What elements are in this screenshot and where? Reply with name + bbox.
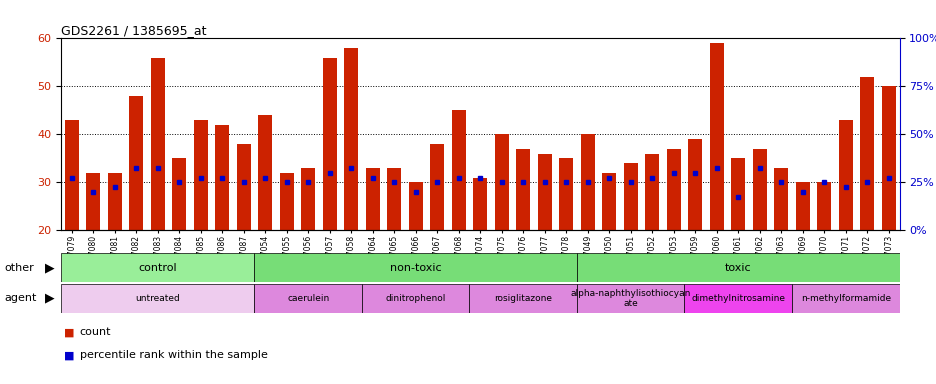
- Bar: [838, 120, 852, 230]
- Text: untreated: untreated: [135, 294, 180, 303]
- Bar: [408, 182, 422, 230]
- Text: dimethylnitrosamine: dimethylnitrosamine: [691, 294, 784, 303]
- Bar: [580, 134, 594, 230]
- Bar: [129, 96, 143, 230]
- Bar: [623, 163, 637, 230]
- Bar: [151, 58, 165, 230]
- Bar: [559, 158, 573, 230]
- Bar: [684, 284, 791, 313]
- Text: ▶: ▶: [45, 261, 54, 274]
- Text: agent: agent: [5, 293, 37, 303]
- Text: caerulein: caerulein: [286, 294, 329, 303]
- Bar: [494, 134, 508, 230]
- Text: dinitrophenol: dinitrophenol: [385, 294, 446, 303]
- Text: GDS2261 / 1385695_at: GDS2261 / 1385695_at: [61, 24, 206, 37]
- Bar: [881, 86, 895, 230]
- Text: percentile rank within the sample: percentile rank within the sample: [80, 350, 268, 360]
- Bar: [65, 120, 79, 230]
- Bar: [172, 158, 186, 230]
- Bar: [61, 253, 255, 282]
- Text: toxic: toxic: [724, 263, 751, 273]
- Text: other: other: [5, 263, 35, 273]
- Bar: [451, 111, 465, 230]
- Bar: [577, 253, 899, 282]
- Text: ■: ■: [64, 327, 74, 337]
- Bar: [365, 168, 379, 230]
- Bar: [361, 284, 469, 313]
- Bar: [237, 144, 251, 230]
- Bar: [108, 173, 122, 230]
- Bar: [215, 125, 229, 230]
- Bar: [61, 284, 255, 313]
- Bar: [645, 154, 659, 230]
- Bar: [194, 120, 208, 230]
- Text: non-toxic: non-toxic: [389, 263, 441, 273]
- Bar: [859, 77, 873, 230]
- Bar: [537, 154, 551, 230]
- Text: alpha-naphthylisothiocyan
ate: alpha-naphthylisothiocyan ate: [570, 289, 690, 308]
- Bar: [86, 173, 100, 230]
- Text: control: control: [139, 263, 177, 273]
- Bar: [688, 139, 701, 230]
- Bar: [752, 149, 766, 230]
- Bar: [387, 168, 401, 230]
- Bar: [255, 284, 361, 313]
- Bar: [773, 168, 787, 230]
- Bar: [816, 182, 830, 230]
- Bar: [730, 158, 744, 230]
- Bar: [791, 284, 899, 313]
- Bar: [709, 43, 723, 230]
- Bar: [258, 115, 271, 230]
- Bar: [666, 149, 680, 230]
- Bar: [795, 182, 809, 230]
- Bar: [255, 253, 577, 282]
- Bar: [577, 284, 684, 313]
- Bar: [469, 284, 577, 313]
- Text: count: count: [80, 327, 111, 337]
- Bar: [473, 177, 487, 230]
- Bar: [516, 149, 530, 230]
- Bar: [280, 173, 293, 230]
- Bar: [430, 144, 444, 230]
- Text: ▶: ▶: [45, 292, 54, 305]
- Text: ■: ■: [64, 350, 74, 360]
- Bar: [602, 173, 616, 230]
- Text: rosiglitazone: rosiglitazone: [493, 294, 551, 303]
- Bar: [300, 168, 314, 230]
- Text: n-methylformamide: n-methylformamide: [800, 294, 890, 303]
- Bar: [344, 48, 358, 230]
- Bar: [322, 58, 336, 230]
